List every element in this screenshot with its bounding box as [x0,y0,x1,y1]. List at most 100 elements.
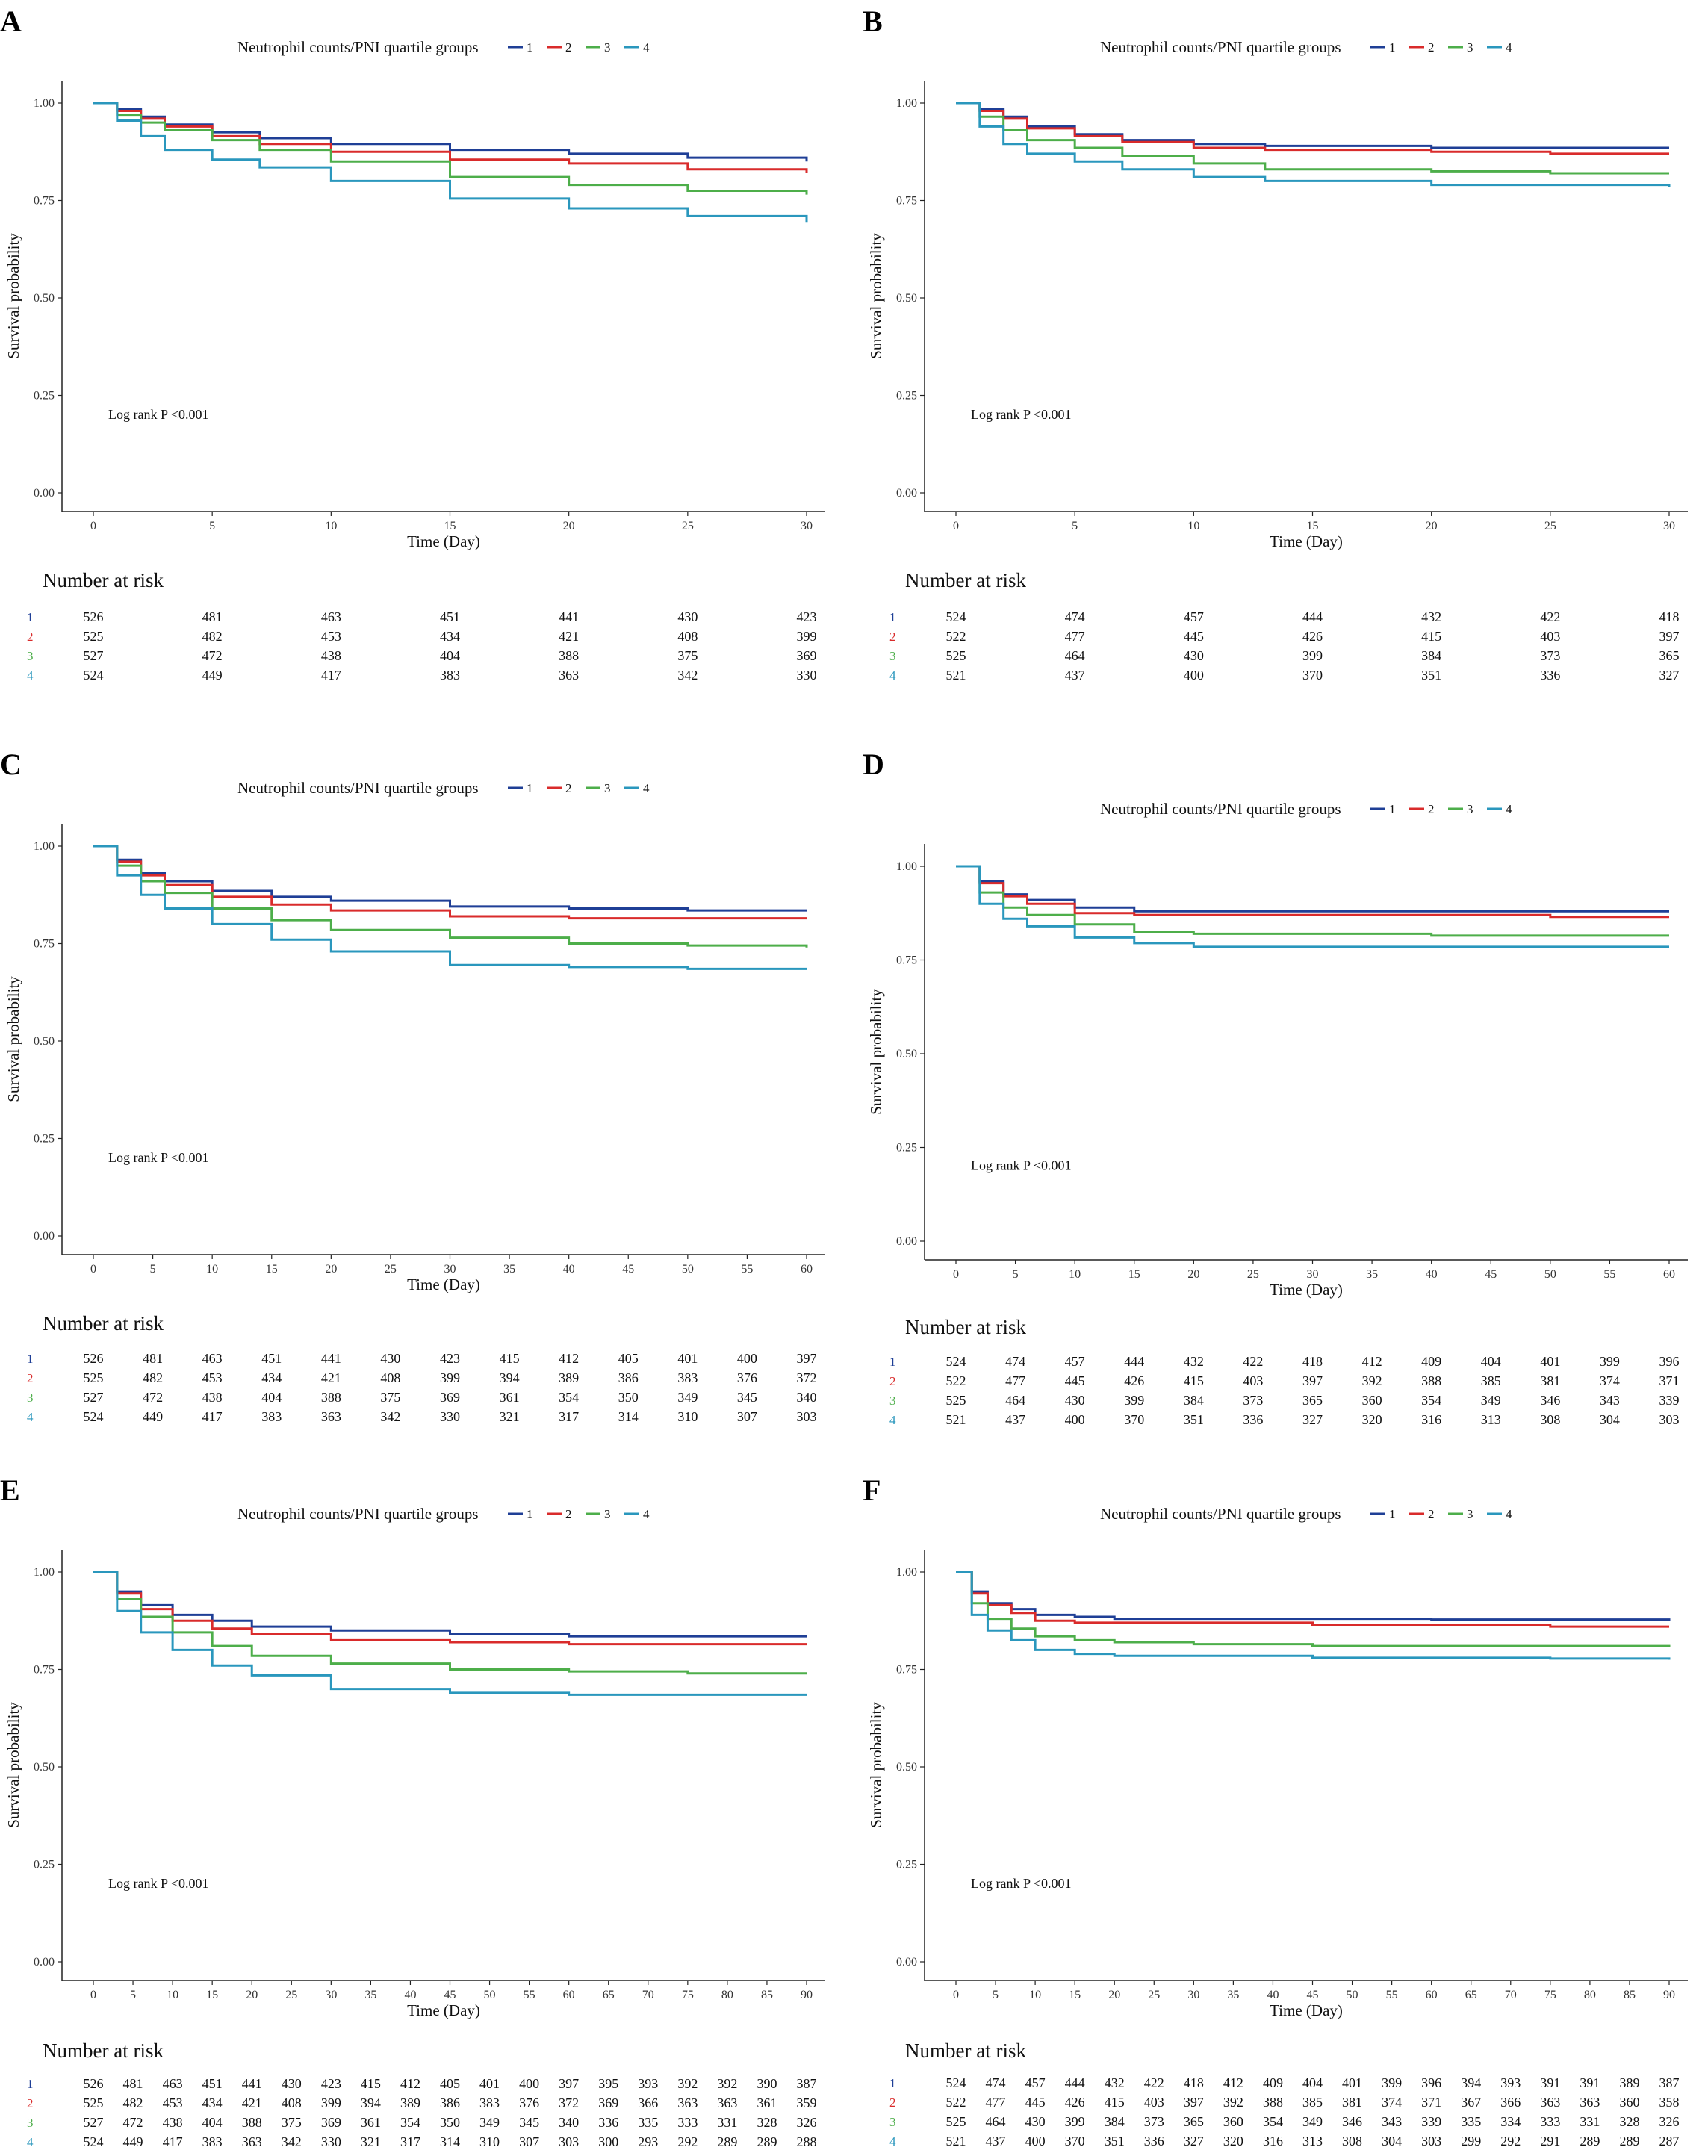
risk-count: 457 [1184,609,1204,624]
risk-count: 399 [321,2096,341,2110]
risk-count: 438 [202,1390,223,1405]
risk-count: 417 [163,2134,183,2149]
risk-count: 326 [1659,2114,1680,2129]
risk-count: 372 [559,2096,579,2110]
km-curve-group-3 [956,102,1669,175]
risk-count: 369 [321,2115,341,2130]
risk-count: 383 [677,1370,698,1385]
risk-count: 526 [84,2076,104,2091]
risk-count: 360 [1619,2095,1639,2110]
x-tick-label: 60 [801,1263,813,1276]
risk-count: 304 [1382,2134,1402,2149]
x-tick-label: 10 [206,1263,218,1276]
risk-count: 303 [1659,1412,1680,1427]
x-tick-label: 0 [953,1268,959,1281]
risk-count: 384 [1105,2114,1125,2129]
risk-count: 415 [1184,1373,1204,1388]
x-tick-label: 5 [150,1263,156,1276]
risk-count: 388 [1421,1373,1441,1388]
panel-D: D Neutrophil counts/PNI quartile groups 1 2… [863,748,1688,1427]
x-tick-label: 70 [642,1989,654,2001]
risk-row-label-4: 4 [27,1410,34,1424]
risk-count: 482 [143,1370,163,1385]
risk-count: 392 [1223,2095,1243,2110]
risk-count: 289 [1619,2134,1639,2149]
risk-count: 404 [261,1390,282,1405]
risk-count: 330 [321,2134,341,2149]
risk-count: 522 [946,1373,966,1388]
risk-count: 361 [500,1390,520,1405]
y-axis-label: Survival probability [4,233,22,359]
risk-count: 477 [986,2095,1006,2110]
risk-count: 375 [677,648,698,663]
x-tick-label: 40 [563,1263,575,1276]
risk-count: 359 [797,2096,817,2110]
risk-count: 393 [638,2076,658,2091]
risk-table-title: Number at risk [43,1312,164,1335]
risk-count: 361 [757,2096,777,2110]
legend-label-2: 2 [1428,40,1435,55]
x-tick-label: 30 [1187,1989,1199,2001]
x-tick-label: 15 [1069,1989,1081,2001]
legend-label-3: 3 [604,1507,611,1521]
risk-count: 453 [321,629,341,644]
y-tick-label: 0.50 [34,1035,55,1048]
risk-count: 463 [321,609,341,624]
risk-count: 384 [1421,648,1441,663]
y-tick-label: 0.75 [896,954,917,967]
risk-count: 423 [321,2076,341,2091]
km-curve-group-4 [956,1571,1671,1660]
risk-count: 412 [559,1351,579,1366]
risk-count: 445 [1184,629,1204,644]
risk-count: 374 [1600,1373,1620,1388]
x-tick-label: 10 [325,520,337,532]
risk-count: 343 [1382,2114,1402,2129]
risk-count: 437 [986,2134,1006,2149]
risk-count: 310 [677,1409,698,1424]
log-rank-annotation: Log rank P <0.001 [971,1876,1071,1891]
risk-count: 404 [1302,2075,1323,2090]
risk-count: 381 [1540,1373,1560,1388]
risk-count: 351 [1421,668,1441,683]
legend-label-3: 3 [604,40,611,55]
legend-label-2: 2 [1428,802,1435,816]
risk-count: 397 [797,1351,817,1366]
legend-title: Neutrophil counts/PNI quartile groups [1100,38,1341,56]
panel-letter: E [0,1473,20,1507]
risk-count: 340 [559,2115,579,2130]
risk-count: 417 [321,668,341,683]
risk-count: 388 [321,1390,341,1405]
km-curve-group-3 [93,102,808,195]
risk-count: 426 [1124,1373,1144,1388]
x-tick-label: 30 [444,1263,456,1276]
y-tick-label: 0.50 [896,1761,917,1774]
risk-count: 327 [1184,2134,1204,2149]
risk-count: 391 [1580,2075,1600,2090]
risk-count: 343 [1600,1393,1620,1408]
risk-count: 525 [84,629,104,644]
risk-count: 397 [559,2076,579,2091]
risk-count: 361 [361,2115,381,2130]
y-axis-label: Survival probability [867,233,885,359]
x-tick-label: 50 [682,1263,694,1276]
risk-count: 430 [380,1351,400,1366]
x-tick-label: 85 [1624,1989,1636,2001]
x-tick-label: 15 [266,1263,278,1276]
risk-count: 524 [946,2075,966,2090]
risk-count: 336 [1540,668,1560,683]
risk-count: 376 [737,1370,757,1385]
legend-label-4: 4 [1506,802,1512,816]
risk-count: 363 [559,668,579,683]
risk-count: 463 [202,1351,223,1366]
risk-count: 317 [400,2134,420,2149]
x-tick-label: 5 [209,520,215,532]
risk-count: 346 [1342,2114,1362,2129]
legend-label-2: 2 [565,40,572,55]
risk-count: 321 [361,2134,381,2149]
risk-row-label-2: 2 [889,1374,896,1388]
risk-count: 397 [1184,2095,1204,2110]
x-tick-label: 0 [90,520,96,532]
panel-A: A Neutrophil counts/PNI quartile groups 1 2… [0,4,825,683]
risk-count: 472 [143,1390,163,1405]
risk-count: 391 [1540,2075,1560,2090]
